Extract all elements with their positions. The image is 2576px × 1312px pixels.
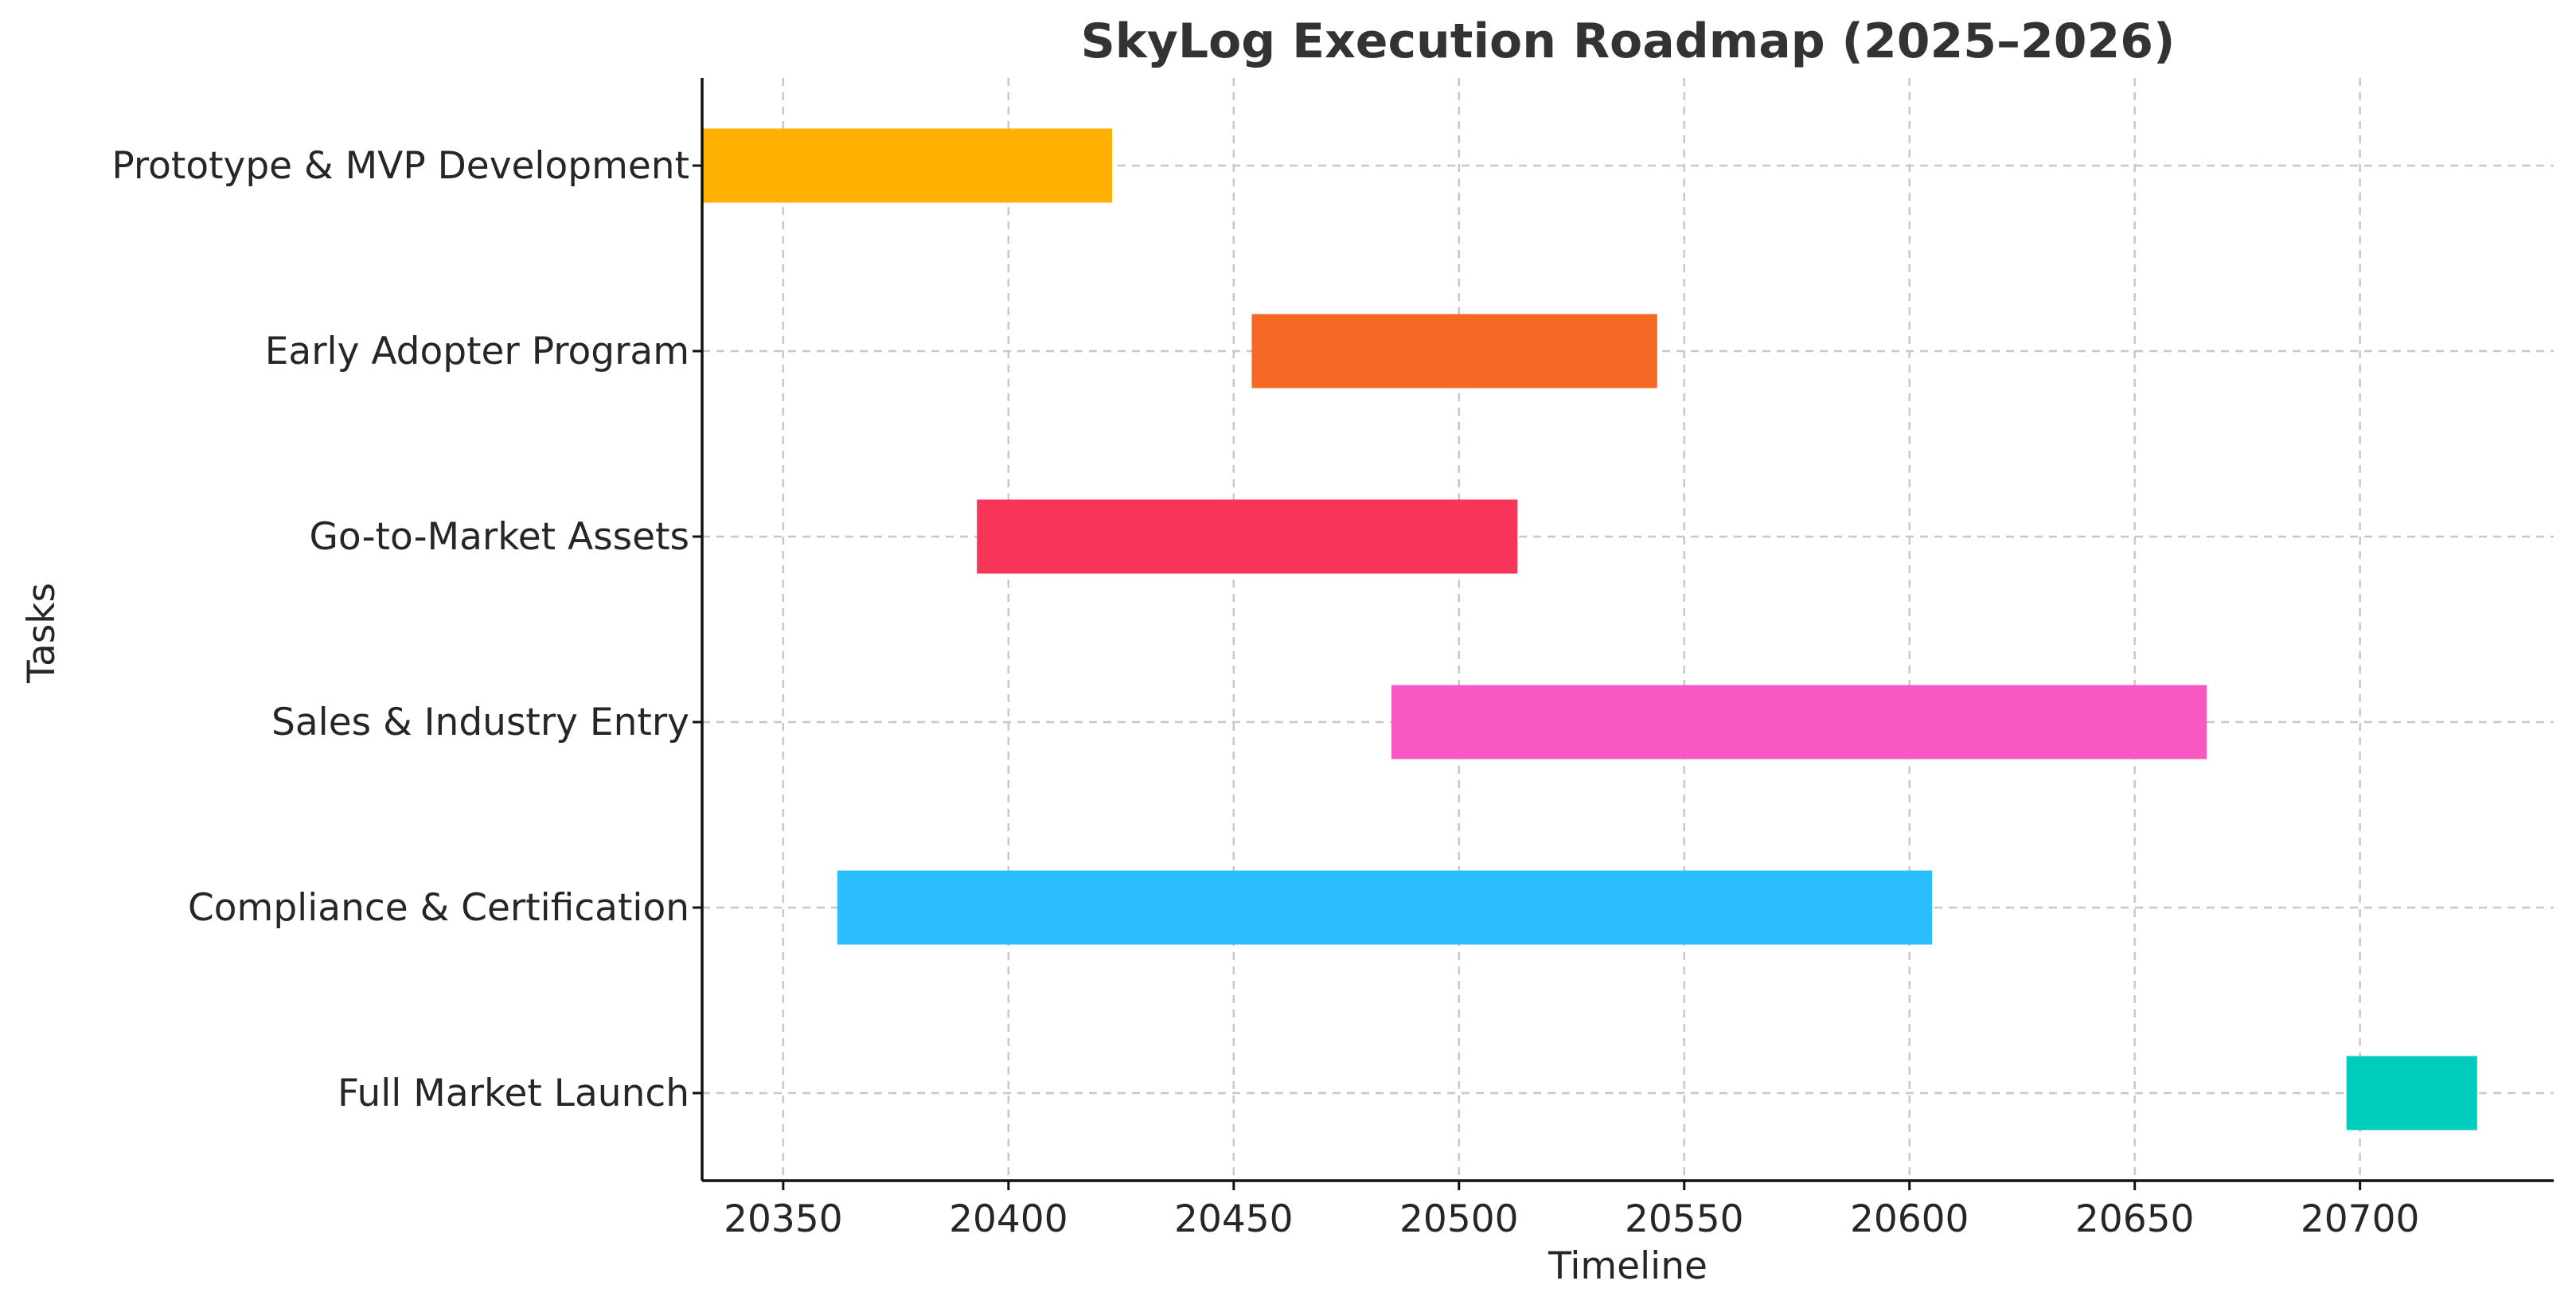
x-tick-label: 20400 <box>949 1197 1068 1241</box>
x-tick-label: 20700 <box>2301 1197 2420 1241</box>
task-label: Prototype & MVP Development <box>111 144 689 188</box>
task-bar <box>837 870 1933 945</box>
x-tick-label: 20600 <box>1850 1197 1969 1241</box>
x-tick-label: 20550 <box>1625 1197 1744 1241</box>
task-label: Full Market Launch <box>338 1072 689 1115</box>
x-tick-label: 20350 <box>724 1197 843 1241</box>
task-bar <box>1391 685 2207 759</box>
task-label: Sales & Industry Entry <box>271 701 689 744</box>
x-tick-label: 20650 <box>2075 1197 2195 1241</box>
grid-layer <box>702 78 2554 1181</box>
x-tick-label: 20450 <box>1174 1197 1294 1241</box>
task-bar <box>702 128 1113 203</box>
task-bar <box>2346 1056 2477 1130</box>
task-label: Early Adopter Program <box>265 330 689 373</box>
task-bar <box>977 499 1518 574</box>
task-label: Compliance & Certification <box>188 886 689 930</box>
chart-title: SkyLog Execution Roadmap (2025–2026) <box>1081 14 2176 69</box>
x-axis-title: Timeline <box>1548 1244 1708 1288</box>
y-axis-title: Tasks <box>20 583 64 684</box>
task-label: Go-to-Market Assets <box>310 515 689 559</box>
axis-layer: 20350 20400 20450 20500 20550 20600 20650 20700… <box>111 78 2554 1241</box>
x-tick-label: 20500 <box>1399 1197 1519 1241</box>
task-bar <box>1251 314 1657 389</box>
bar-layer <box>702 128 2477 1130</box>
